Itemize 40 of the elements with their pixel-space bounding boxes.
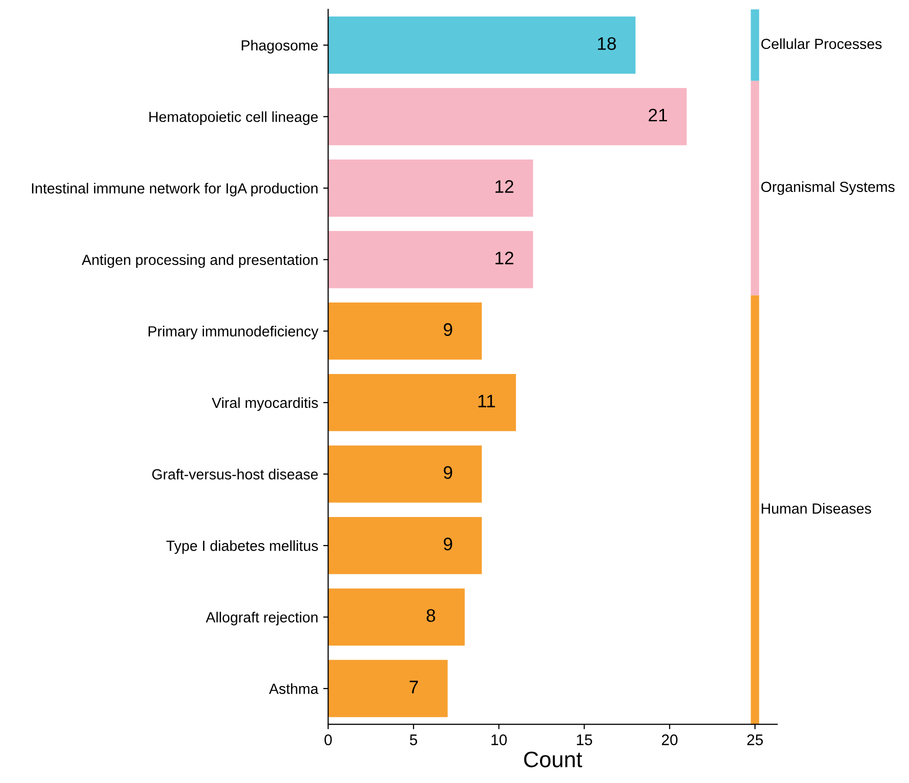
y-tick-label: Primary immunodeficiency	[148, 326, 318, 340]
bar	[328, 16, 636, 74]
x-tick-label: 15	[576, 734, 592, 746]
x-axis-title: Count	[524, 752, 582, 768]
data-label: 11	[478, 394, 495, 408]
y-tick-label: Intestinal immune network for IgA production	[32, 182, 318, 196]
x-tick-label: 20	[662, 734, 678, 746]
x-tick-label: 0	[324, 734, 332, 746]
x-tick-label: 10	[492, 734, 507, 746]
x-tick-label: 25	[747, 734, 763, 746]
bar	[328, 88, 687, 146]
y-tick-label: Hematopoietic cell lineage	[149, 111, 318, 125]
annotation: Cellular Processes	[761, 38, 882, 50]
data-label: 7	[410, 680, 418, 694]
y-tick-label: Phagosome	[242, 40, 318, 54]
bar	[328, 588, 465, 646]
data-label: 9	[444, 538, 452, 550]
x-tick-label: 5	[410, 734, 418, 746]
data-label: 9	[444, 466, 452, 479]
y-tick-label: Antigen processing and presentation	[82, 254, 318, 268]
bar	[328, 160, 534, 217]
data-label: 21	[648, 108, 668, 122]
annotation: Human Diseases	[762, 503, 872, 514]
bar	[328, 516, 482, 574]
bar	[328, 660, 448, 718]
y-tick-label: Asthma	[269, 683, 318, 694]
bar	[328, 231, 534, 288]
bar	[328, 374, 516, 432]
bar	[328, 302, 482, 360]
data-label: 8	[426, 609, 436, 622]
data-label: 18	[598, 37, 616, 50]
data-label: 12	[496, 252, 514, 264]
annotation: Organismal Systems	[761, 181, 895, 195]
y-tick-label: Graft-versus-host disease	[152, 468, 318, 480]
y-tick-label: Type I diabetes mellitus	[166, 540, 318, 554]
data-label: 9	[444, 323, 452, 336]
y-tick-label: Viral myocarditis	[212, 397, 318, 411]
y-tick-label: Allograft rejection	[206, 612, 318, 626]
bar	[328, 445, 482, 503]
data-label: 12	[496, 180, 514, 193]
